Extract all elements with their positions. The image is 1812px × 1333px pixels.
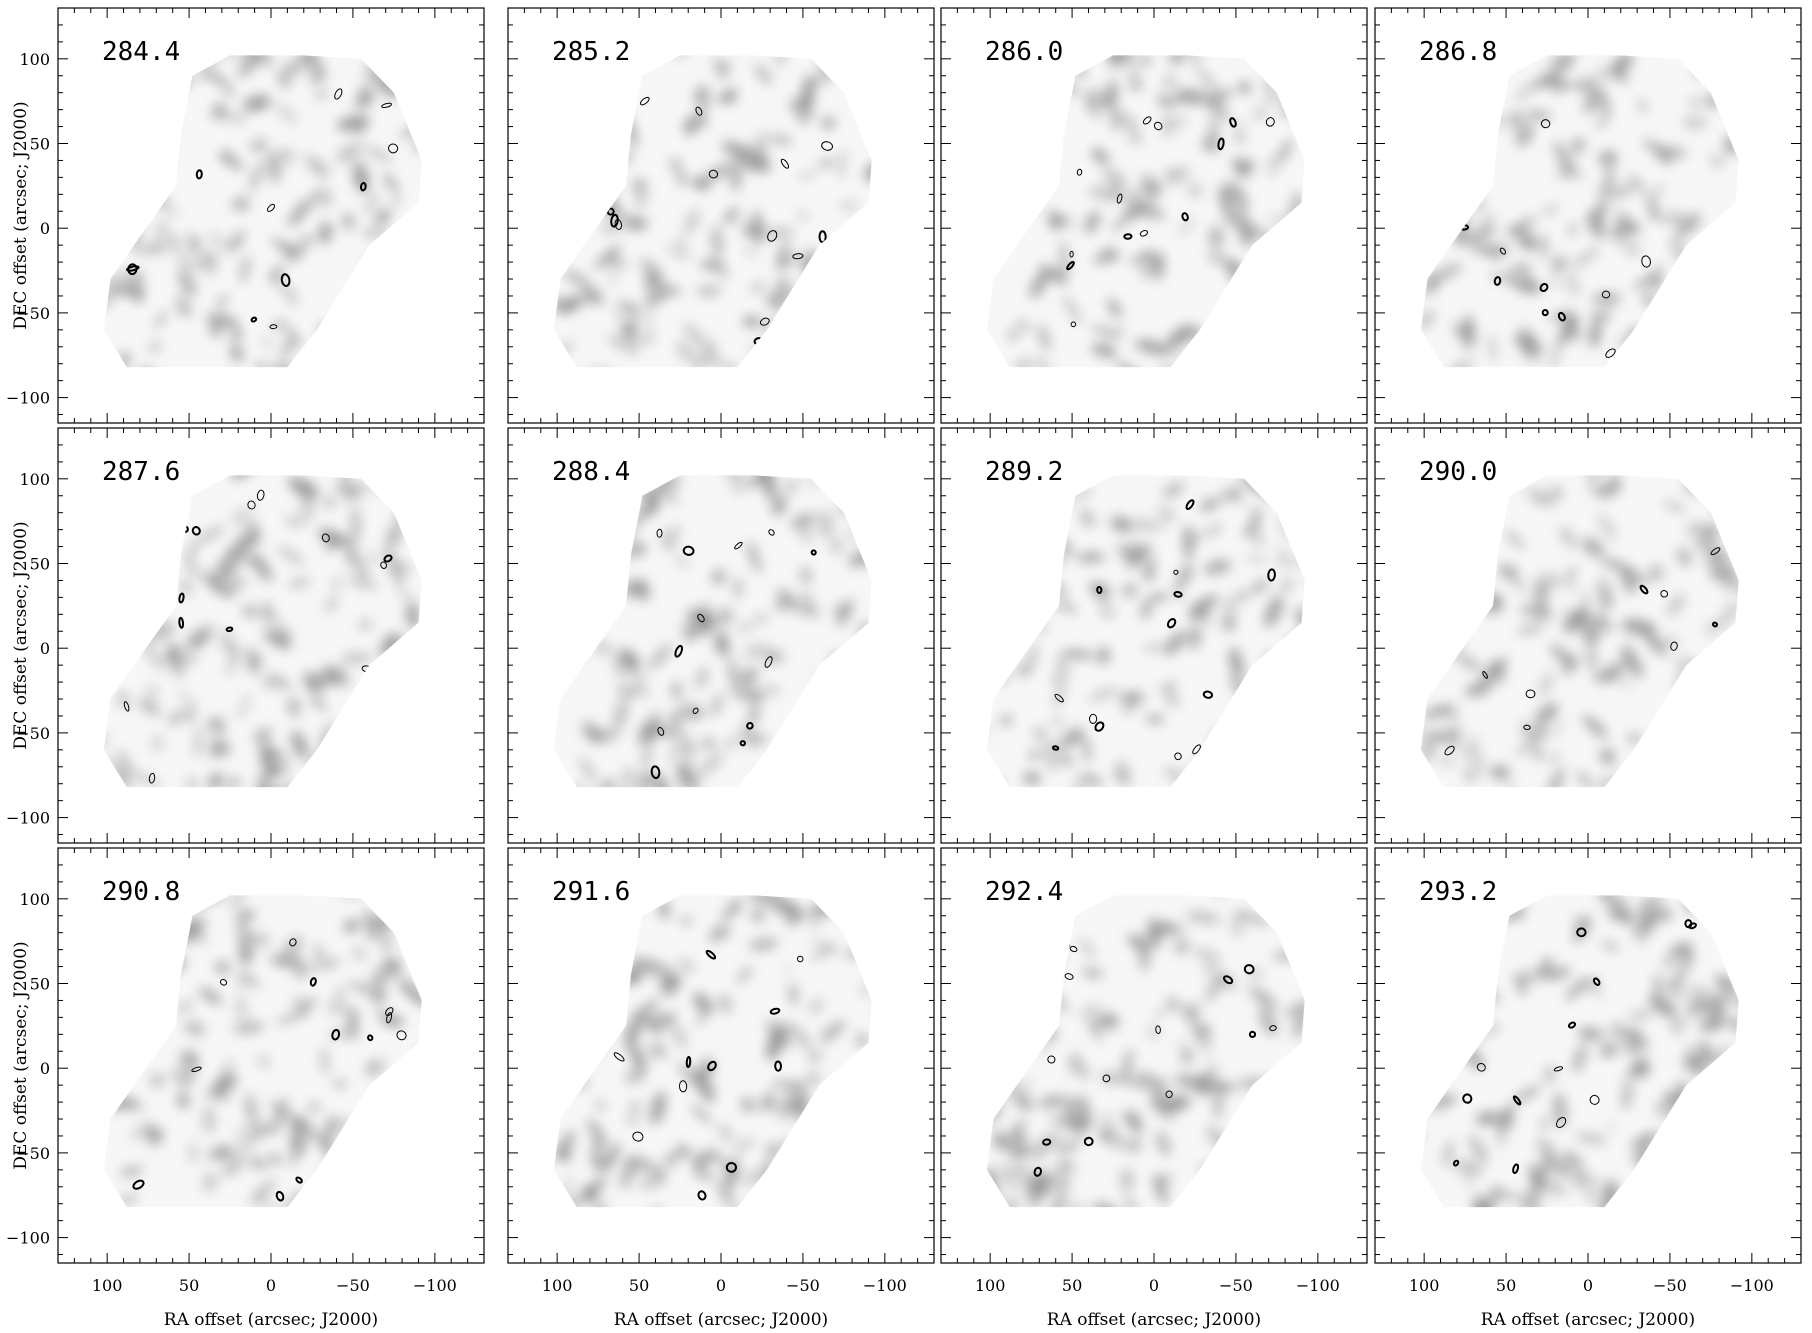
panel-velocity-label: 284.4 — [102, 37, 180, 67]
x-axis-label: RA offset (arcsec; J2000) — [1481, 1310, 1695, 1329]
x-tick-label: 100 — [542, 1276, 573, 1295]
tick-marks — [58, 8, 484, 423]
tick-marks — [941, 8, 1367, 423]
tick-marks — [941, 848, 1367, 1263]
panel-velocity-label: 293.2 — [1419, 877, 1497, 907]
y-tick-label: 100 — [19, 890, 50, 909]
y-tick-label: −100 — [6, 1229, 50, 1248]
y-tick-label: 50 — [30, 135, 50, 154]
x-tick-label: −100 — [1730, 1276, 1774, 1295]
x-tick-label: 50 — [1062, 1276, 1082, 1295]
tick-marks — [1375, 428, 1801, 843]
channel-panel: 291.6 100 50 0 −50 −100 RA offset (arcsec; J20… — [507, 847, 935, 1330]
panel-velocity-label: 288.4 — [552, 457, 630, 487]
tick-marks — [58, 848, 484, 1263]
x-axis-label: RA offset (arcsec; J2000) — [614, 1310, 828, 1329]
y-axis-label: DEC offset (arcsec; J2000) — [11, 521, 31, 749]
panel-velocity-label: 290.0 — [1419, 457, 1497, 487]
y-axis-label: DEC offset (arcsec; J2000) — [11, 941, 31, 1169]
panel-velocity-label: 287.6 — [102, 457, 180, 487]
x-tick-label: −100 — [413, 1276, 457, 1295]
y-tick-label: −50 — [16, 724, 50, 743]
panel-velocity-label: 285.2 — [552, 37, 630, 67]
tick-marks — [508, 8, 934, 423]
panel-velocity-label: 286.8 — [1419, 37, 1497, 67]
x-tick-label: 50 — [1496, 1276, 1516, 1295]
channel-panel: 287.6 −100 −50 0 50 100 DEC offset (arcsec; J2… — [6, 427, 485, 844]
tick-marks — [58, 428, 484, 843]
y-axis-label: DEC offset (arcsec; J2000) — [11, 101, 31, 329]
y-tick-label: 50 — [30, 555, 50, 574]
channel-panel: 285.2 — [507, 7, 935, 424]
panel-velocity-label: 292.4 — [985, 877, 1063, 907]
x-tick-label: −100 — [1296, 1276, 1340, 1295]
x-tick-label: −50 — [1653, 1276, 1687, 1295]
channel-panel: 292.4 100 50 0 −50 −100 RA offset (arcsec; J20… — [940, 847, 1368, 1330]
y-tick-label: 100 — [19, 50, 50, 69]
y-tick-label: −50 — [16, 304, 50, 323]
tick-marks — [941, 428, 1367, 843]
y-tick-label: 0 — [40, 219, 50, 238]
x-tick-label: 0 — [716, 1276, 726, 1295]
map-coverage-area — [553, 55, 872, 368]
panel-velocity-label: 291.6 — [552, 877, 630, 907]
x-tick-label: 0 — [1149, 1276, 1159, 1295]
channel-panel: 290.8 −100 −50 0 50 100 DEC offset (arcsec; J2… — [6, 847, 485, 1330]
map-coverage-area — [1420, 55, 1739, 368]
x-tick-label: 100 — [1409, 1276, 1440, 1295]
x-axis-label: RA offset (arcsec; J2000) — [164, 1310, 378, 1329]
y-tick-label: 0 — [40, 639, 50, 658]
channel-panel: 286.8 — [1374, 7, 1802, 424]
y-tick-label: 0 — [40, 1059, 50, 1078]
map-coverage-area — [103, 895, 422, 1208]
y-tick-label: −50 — [16, 1144, 50, 1163]
map-coverage-area — [103, 475, 422, 788]
channel-panel: 289.2 — [940, 427, 1368, 844]
x-tick-label: 50 — [629, 1276, 649, 1295]
x-tick-label: −50 — [336, 1276, 370, 1295]
y-tick-label: −100 — [6, 389, 50, 408]
tick-marks — [1375, 848, 1801, 1263]
panel-velocity-label: 290.8 — [102, 877, 180, 907]
panel-velocity-label: 289.2 — [985, 457, 1063, 487]
x-tick-label: 50 — [179, 1276, 199, 1295]
tick-marks — [508, 848, 934, 1263]
tick-marks — [1375, 8, 1801, 423]
y-tick-label: 50 — [30, 975, 50, 994]
y-tick-label: −100 — [6, 809, 50, 828]
x-tick-label: 0 — [1583, 1276, 1593, 1295]
x-tick-label: 100 — [92, 1276, 123, 1295]
channel-panel: 293.2 100 50 0 −50 −100 RA offset (arcsec; J20… — [1374, 847, 1802, 1330]
x-tick-label: −100 — [863, 1276, 907, 1295]
x-tick-label: 100 — [975, 1276, 1006, 1295]
y-tick-label: 100 — [19, 470, 50, 489]
channel-panel: 288.4 — [507, 427, 935, 844]
tick-marks — [508, 428, 934, 843]
x-tick-label: 0 — [266, 1276, 276, 1295]
channel-panel: 286.0 — [940, 7, 1368, 424]
channel-panel: 290.0 — [1374, 427, 1802, 844]
panel-velocity-label: 286.0 — [985, 37, 1063, 67]
x-tick-label: −50 — [786, 1276, 820, 1295]
x-tick-label: −50 — [1219, 1276, 1253, 1295]
x-axis-label: RA offset (arcsec; J2000) — [1047, 1310, 1261, 1329]
channel-panel: 284.4 −100 −50 0 50 100 DEC offset (arcsec; J2… — [6, 7, 485, 424]
